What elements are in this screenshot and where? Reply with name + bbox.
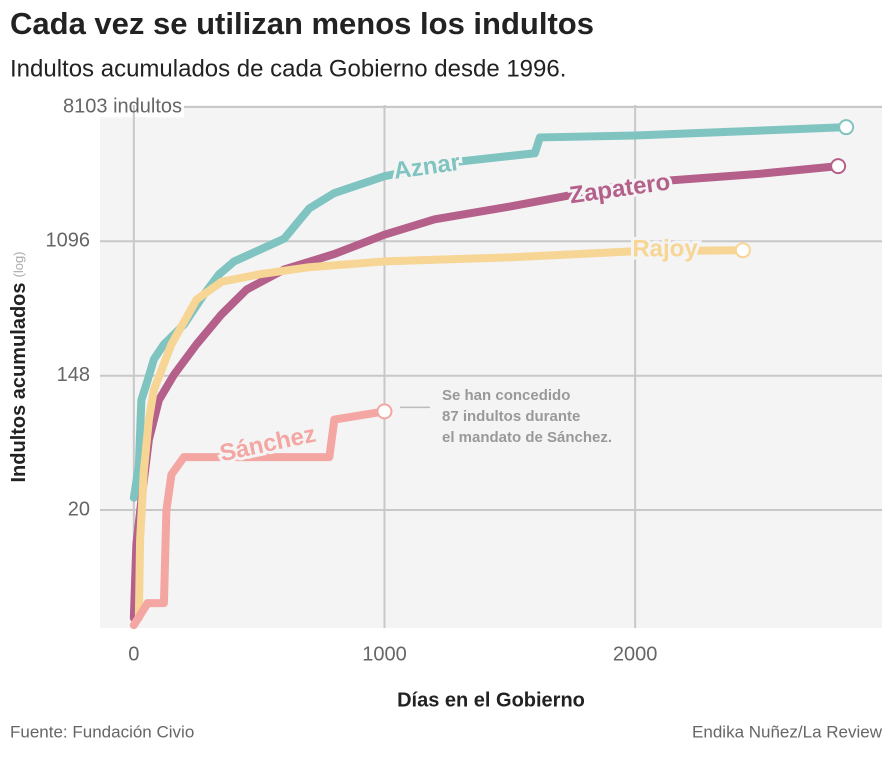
series-line (134, 246, 747, 623)
y-tick-label: 148 (57, 364, 90, 386)
x-tick-label: 1000 (362, 643, 407, 665)
chart-subtitle: Indultos acumulados de cada Gobierno des… (10, 55, 566, 82)
y-label: Indultos acumulados (8, 282, 30, 482)
series-line (129, 407, 389, 630)
y-label-note: (log) (11, 251, 26, 277)
series-label: Rajoy (632, 235, 698, 262)
series-line (129, 123, 851, 502)
annotation: 87 indultos durante (442, 408, 580, 425)
end-point (734, 242, 751, 259)
end-point (830, 158, 847, 175)
end-point (376, 403, 393, 420)
y-tick-label: 1096 (46, 230, 91, 252)
lines (129, 119, 855, 630)
chart-title: Cada vez se utilizan menos los indultos (10, 6, 594, 41)
y-tick-label: 20 (68, 498, 90, 520)
y-axis-title: Indultos acumulados (log) (8, 251, 30, 482)
x-tick-label: 2000 (613, 643, 658, 665)
x-tick-label: 0 (128, 643, 139, 665)
source: Fuente: Fundación Civio (10, 722, 194, 741)
annotation: el mandato de Sánchez. (442, 429, 612, 446)
credit: Endika Nuñez/La Review (692, 722, 883, 741)
x-axis-title: Días en el Gobierno (397, 689, 585, 711)
end-point (838, 119, 855, 136)
grid (59, 95, 882, 628)
plot-area (100, 105, 882, 628)
tick-label-bg (59, 95, 184, 118)
y-tick-label: 8103 indultos (63, 95, 182, 117)
annotation: Se han concedido (442, 387, 570, 404)
